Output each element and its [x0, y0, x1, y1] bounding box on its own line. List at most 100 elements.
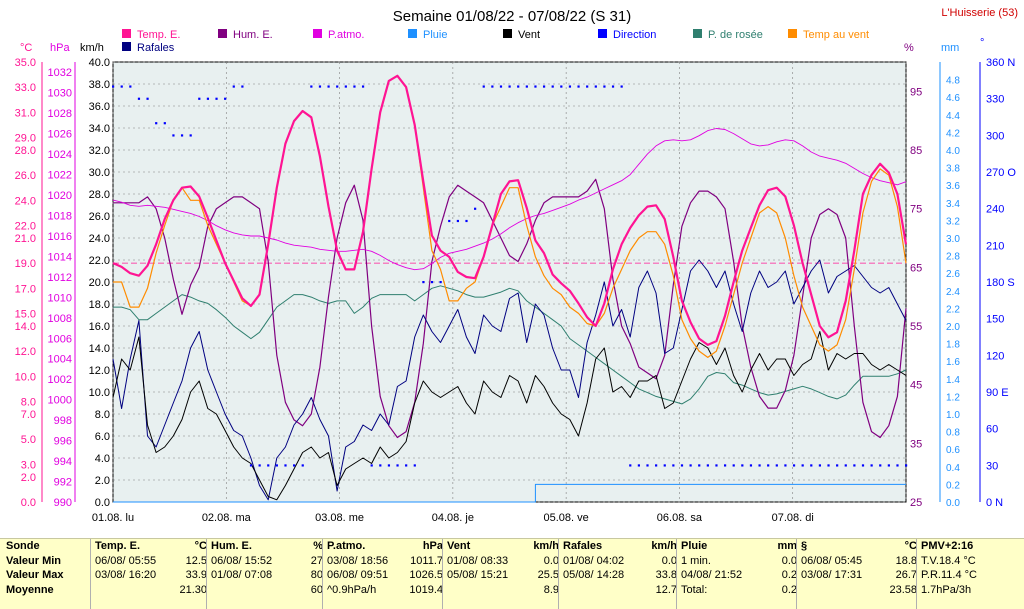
press-tick-label: 1018 — [48, 210, 72, 222]
stats-row: 04/08/ 21:52 0.2 — [681, 568, 801, 583]
stats-column-header: Hum. E.% — [211, 539, 327, 554]
wind-axis-unit: km/h — [80, 42, 104, 54]
dir-tick-label: 270 O — [986, 167, 1016, 179]
press-tick-label: 1016 — [48, 231, 72, 243]
stats-column: P.atmo. hPa 03/08/ 18:56 1011.7 06/08/ 09:51… — [322, 539, 447, 609]
stats-pmv-row: T.V.18.4 °C — [921, 554, 976, 567]
rain-tick-label: 0.6 — [946, 445, 960, 456]
dir-tick-label: 90 E — [986, 387, 1009, 399]
direction-point — [887, 464, 890, 467]
direction-point — [663, 464, 666, 467]
legend-swatch — [122, 29, 131, 38]
stats-row: 06/08/ 05:55 12.5 — [95, 554, 211, 569]
series-line-temp-au-vent — [113, 75, 907, 358]
stats-row-value: 18.8 — [895, 554, 917, 567]
stats-row-value: 0.2 — [781, 569, 797, 581]
stats-row: 06/08/ 15:52 27 — [211, 554, 327, 569]
press-tick-label: 1026 — [48, 129, 72, 141]
press-tick-label: 1004 — [48, 354, 72, 366]
direction-point — [370, 464, 373, 467]
rain-tick-label: 3.8 — [946, 164, 960, 175]
direction-point — [396, 464, 399, 467]
direction-point — [439, 281, 442, 284]
dir-tick-label: 180 S — [986, 277, 1015, 289]
stats-sonde-title: Sonde — [6, 540, 40, 552]
stats-row: 05/08/ 14:28 33.8 — [563, 568, 681, 583]
x-tick-label: 05.08. ve — [544, 512, 589, 524]
temp-tick-label: 29.0 — [15, 132, 36, 144]
stats-pmv-title: PMV+2:16 — [921, 540, 974, 552]
temp-tick-label: 28.0 — [15, 145, 36, 157]
rain-tick-label: 1.0 — [946, 410, 960, 421]
x-tick-label: 04.08. je — [432, 512, 474, 524]
hum-tick-label: 65 — [910, 262, 922, 274]
stats-row-value: 60 — [310, 583, 323, 596]
direction-point — [818, 464, 822, 467]
direction-point — [456, 219, 459, 223]
rain-tick-label: 2.0 — [946, 322, 960, 333]
direction-point — [611, 85, 615, 88]
direction-point — [215, 97, 218, 100]
wind-tick-label: 24.0 — [89, 233, 110, 245]
stats-row-value: 12.5 — [185, 554, 207, 567]
dir-tick-label: 60 — [986, 424, 998, 436]
direction-point — [629, 464, 632, 467]
stats-row-value: 21.30 — [179, 583, 207, 596]
press-tick-label: 1008 — [48, 313, 72, 325]
hum-axis-unit: % — [904, 42, 914, 54]
station-name: L'Huisserie (53) — [941, 7, 1018, 19]
stats-column: Pluie mm 1 min. 0.0 04/08/ 21:52 0.2 Total: 0.2 — [676, 539, 801, 609]
dir-tick-label: 120 — [986, 350, 1004, 362]
direction-point — [258, 464, 261, 467]
temp-tick-label: 19.0 — [15, 258, 36, 270]
rain-tick-label: 4.0 — [946, 146, 960, 157]
rain-tick-label: 3.0 — [946, 234, 960, 245]
stats-row: 03/08/ 16:20 33.9 — [95, 568, 211, 583]
series-line-p-de-ros-e — [113, 285, 907, 405]
stats-row-value: 1011.7 — [410, 554, 443, 567]
temp-tick-label: 24.0 — [15, 195, 36, 207]
temp-tick-label: 7.0 — [21, 409, 36, 421]
stats-column-title: Temp. E. — [95, 540, 141, 552]
dir-tick-label: 330 — [986, 94, 1004, 106]
direction-point — [112, 85, 115, 88]
wind-tick-label: 36.0 — [89, 101, 110, 113]
stats-row: ^0.9hPa/h 1019.4 — [327, 583, 447, 598]
direction-point — [792, 464, 796, 467]
rain-tick-label: 0.4 — [946, 463, 960, 474]
direction-point — [499, 85, 503, 88]
rain-tick-label: 0.0 — [946, 498, 960, 509]
rain-tick-label: 1.2 — [946, 392, 960, 403]
direction-point — [620, 85, 623, 88]
press-tick-label: 1028 — [48, 108, 72, 120]
legend-label: Vent — [518, 29, 540, 41]
direction-point — [129, 85, 132, 88]
stats-row-date: 03/08/ 18:56 — [327, 554, 389, 567]
temp-tick-label: 5.0 — [21, 434, 36, 446]
wind-tick-label: 32.0 — [89, 145, 110, 157]
direction-point — [542, 85, 546, 88]
wind-tick-label: 16.0 — [89, 321, 110, 333]
stats-column-header: P.atmo. hPa — [327, 539, 447, 554]
stats-row: 03/08/ 17:31 26.7 — [801, 568, 921, 583]
series-line-rafales — [112, 259, 907, 501]
direction-point — [870, 464, 873, 467]
temp-tick-label: 21.0 — [15, 233, 36, 245]
direction-point — [284, 464, 287, 467]
wind-tick-label: 4.0 — [95, 453, 110, 465]
press-tick-label: 1002 — [48, 374, 72, 386]
temp-tick-label: 12.0 — [15, 346, 36, 358]
dir-tick-label: 240 — [986, 204, 1004, 216]
direction-point — [232, 85, 235, 88]
press-tick-label: 1012 — [48, 272, 72, 284]
legend-label: P.atmo. — [328, 29, 365, 41]
stats-column: Hum. E.% 06/08/ 15:52 27 01/08/ 07:08 80 60 — [206, 539, 327, 609]
direction-point — [801, 464, 804, 467]
stats-row-date: 01/08/ 08:33 — [447, 554, 509, 567]
rain-tick-label: 2.8 — [946, 252, 960, 263]
direction-point — [827, 464, 830, 467]
stats-row: 01/08/ 04:02 0.0 — [563, 554, 681, 569]
direction-point — [180, 134, 184, 137]
wind-tick-label: 2.0 — [95, 475, 110, 487]
direction-point — [551, 85, 554, 88]
